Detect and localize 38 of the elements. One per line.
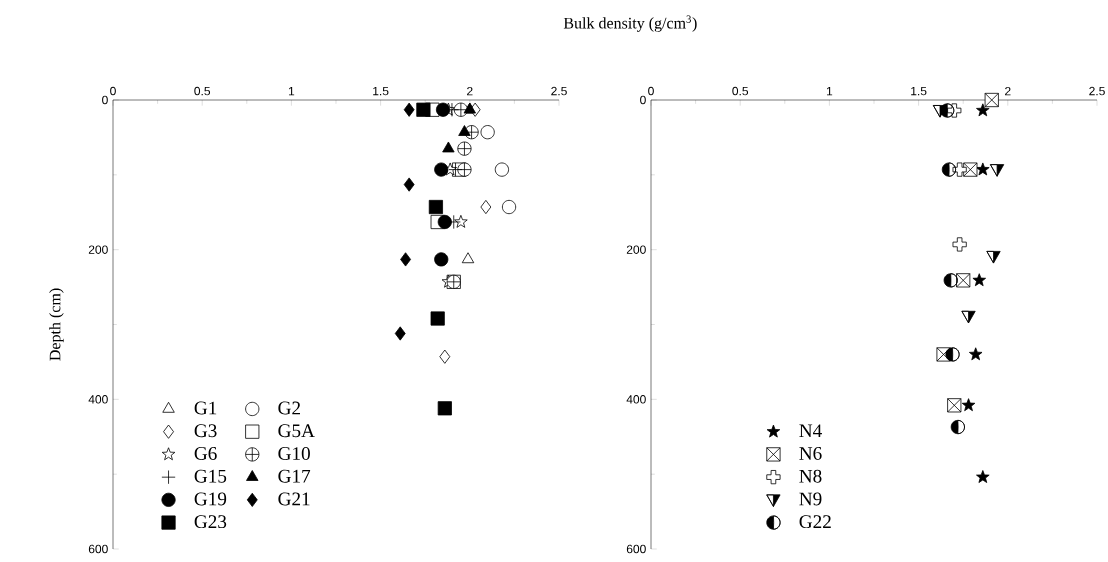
y-tick-label: 600 — [88, 544, 108, 554]
legend-label: G23 — [194, 515, 227, 529]
y-axis-title: Depth (cm) — [49, 288, 64, 361]
legend-label: G15 — [194, 469, 227, 483]
legend-label: N8 — [799, 469, 822, 483]
legend-label: G22 — [799, 515, 831, 529]
legend-label: G3 — [194, 424, 217, 438]
y-tick-label: 400 — [626, 395, 646, 404]
x-tick-label: 2 — [467, 86, 473, 96]
legend-label: N9 — [799, 492, 822, 506]
x-tick-label: 0 — [110, 86, 116, 96]
x-tick-label: 1.5 — [911, 86, 927, 96]
x-tick-label: 1.5 — [373, 86, 389, 96]
x-tick-label: 1 — [288, 87, 295, 96]
legend-label: G10 — [278, 447, 310, 460]
y-tick-label: 0 — [640, 95, 646, 105]
legend-label: G2 — [278, 401, 300, 415]
x-axis-title: Bulk density (g/cm$^{3}$) — [563, 15, 697, 32]
legend-label: G5A — [278, 424, 315, 438]
x-tick-label: 2.5 — [551, 86, 567, 96]
legend-label: G1 — [194, 401, 217, 415]
x-tick-label: 0.5 — [194, 86, 211, 96]
x-tick-label: 1 — [826, 87, 833, 96]
y-tick-label: 400 — [88, 395, 108, 404]
legend-label: G6 — [194, 447, 217, 460]
y-tick-label: 200 — [88, 245, 108, 254]
y-tick-label: 0 — [102, 95, 108, 105]
legend-label: N6 — [799, 447, 822, 460]
legend-label: G19 — [194, 492, 227, 506]
y-tick-label: 200 — [626, 245, 646, 254]
y-tick-label: 600 — [626, 544, 646, 554]
x-tick-label: 2 — [1005, 86, 1011, 96]
x-tick-label: 0 — [648, 86, 654, 96]
x-tick-label: 2.5 — [1089, 86, 1105, 96]
legend-label: N4 — [799, 424, 822, 438]
legend-label: G21 — [278, 492, 310, 506]
legend-label: G17 — [278, 469, 311, 483]
x-tick-label: 0.5 — [732, 86, 749, 96]
